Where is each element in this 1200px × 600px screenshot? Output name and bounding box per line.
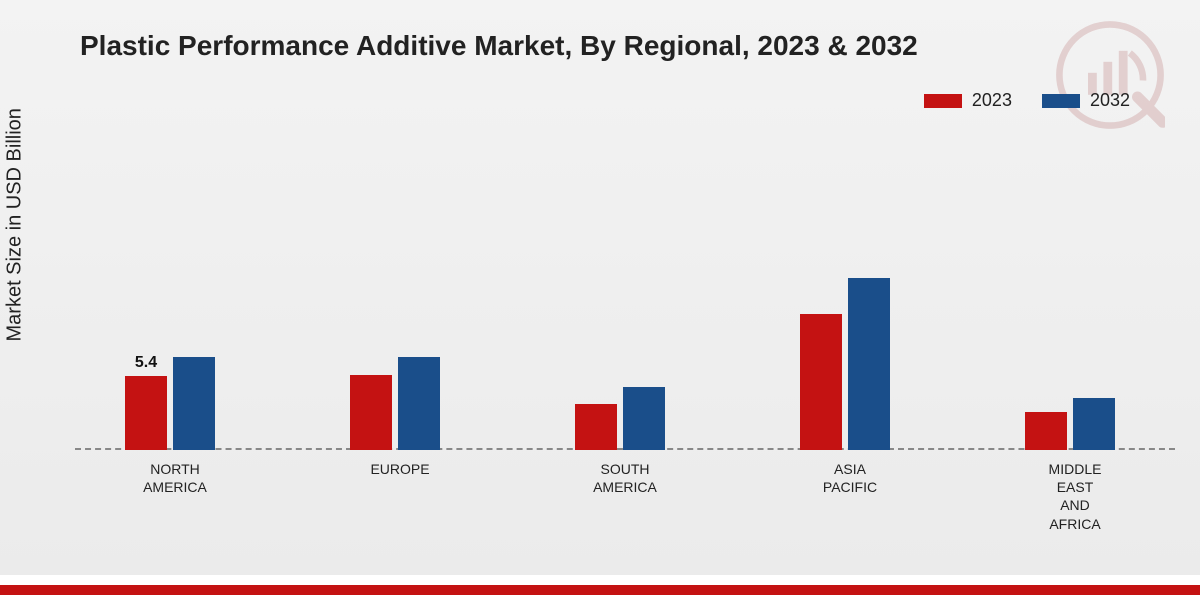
bar-ap-2032 [848,278,890,450]
x-label-ap: ASIAPACIFIC [780,460,920,496]
legend-item-2032: 2032 [1042,90,1130,111]
x-label-mea: MIDDLEEASTANDAFRICA [1005,460,1145,533]
brand-logo-icon [1055,20,1165,130]
x-label-eu: EUROPE [330,460,470,478]
legend-item-2023: 2023 [924,90,1012,111]
legend-label-2032: 2032 [1090,90,1130,111]
bar-mea-2032 [1073,398,1115,450]
x-axis-labels: NORTHAMERICA EUROPE SOUTHAMERICA ASIAPACIFI… [75,460,1175,560]
bar-ap-2023 [800,314,842,450]
y-axis-label: Market Size in USD Billion [4,108,27,341]
x-label-na: NORTHAMERICA [105,460,245,496]
bar-mea-2023 [1025,412,1067,450]
chart-title: Plastic Performance Additive Market, By … [80,30,918,62]
bar-eu-2032 [398,357,440,450]
footer-bar [0,575,1200,600]
legend-label-2023: 2023 [972,90,1012,111]
bar-na-2032 [173,357,215,450]
bar-na-2023: 5.4 [125,376,167,450]
chart-canvas: Plastic Performance Additive Market, By … [0,0,1200,575]
legend-swatch-2023 [924,94,962,108]
legend-swatch-2032 [1042,94,1080,108]
bar-sa-2032 [623,387,665,450]
legend: 2023 2032 [924,90,1130,111]
bar-eu-2023 [350,375,392,450]
bar-value-label: 5.4 [135,354,157,376]
x-label-sa: SOUTHAMERICA [555,460,695,496]
plot-area: 5.4 [75,150,1175,450]
bar-sa-2023 [575,404,617,450]
